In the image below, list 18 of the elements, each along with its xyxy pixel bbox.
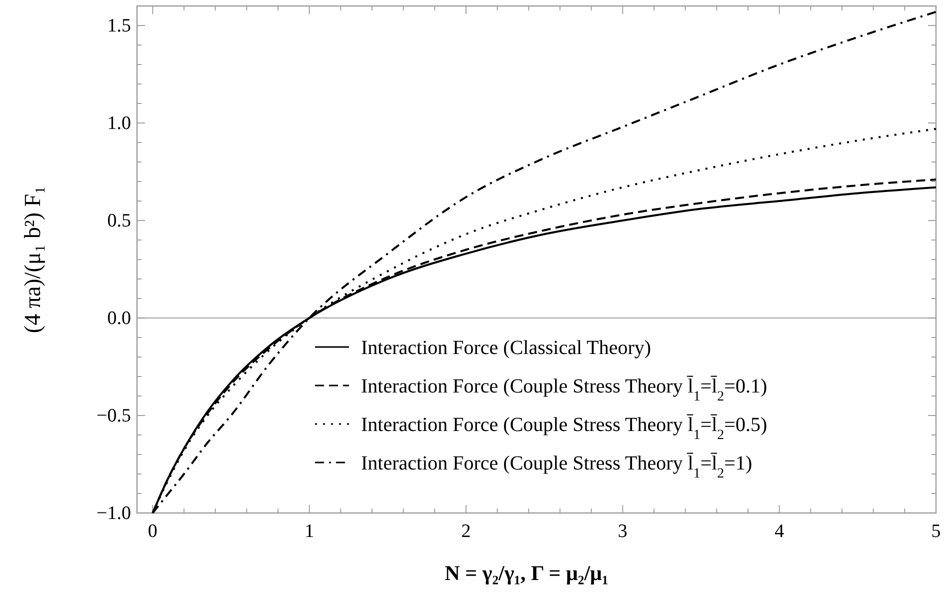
x-tick-label: 5 [931, 521, 941, 542]
x-tick-label: 3 [618, 521, 628, 542]
legend-label: Interaction Force (Couple Stress Theory l̄$_{1}$=l̄$_{2}$=0.5) [361, 414, 768, 442]
y-tick-label: −1.0 [96, 503, 131, 524]
y-tick-label: 1.0 [107, 113, 131, 134]
legend-label: Interaction Force (Classical Theory) [361, 337, 652, 359]
y-tick-label: 0.5 [107, 210, 131, 232]
x-tick-label: 2 [461, 521, 471, 542]
y-tick-label: 0.0 [107, 308, 131, 329]
x-tick-label: 0 [148, 521, 158, 542]
x-axis-title: N = γ₂/γ₁, Γ = μ₂/μ₁ [444, 561, 608, 585]
y-tick-label: 1.5 [107, 16, 131, 36]
legend-label: Interaction Force (Couple Stress Theory l̄$_{1}$=l̄$_{2}$=1) [361, 452, 752, 481]
x-tick-label: 1 [304, 521, 314, 542]
x-tick-label: 4 [774, 521, 785, 542]
y-tick-label: −0.5 [96, 406, 131, 426]
legend-label: Interaction Force (Couple Stress Theory l̄$_{1}$=l̄$_{2}$=0.1) [361, 375, 768, 404]
y-axis-title: (4 πa)/(μ₁ b²) F₁ [20, 186, 45, 334]
